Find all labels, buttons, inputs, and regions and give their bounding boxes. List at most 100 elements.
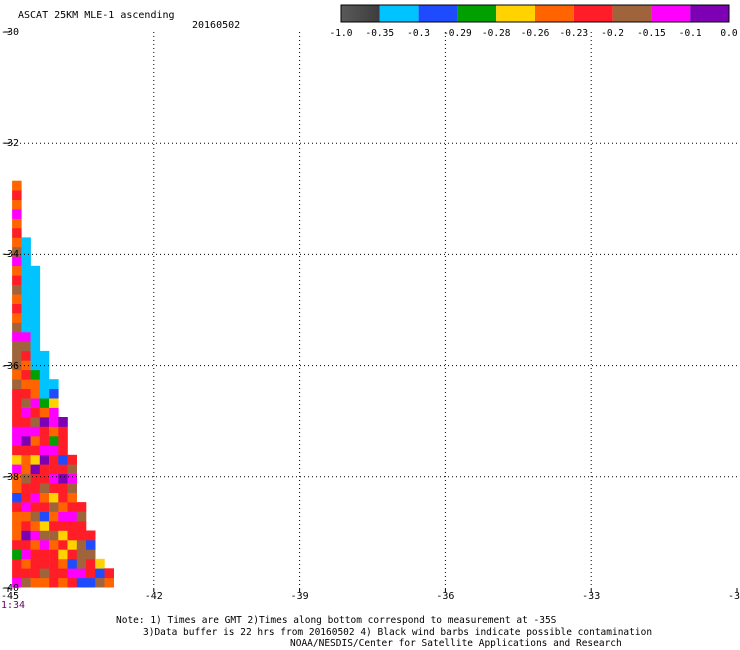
heatmap-cell <box>30 303 41 314</box>
color-scale-tick-label: -0.29 <box>443 28 472 39</box>
heatmap-cell <box>67 521 77 531</box>
note-line-3: NOAA/NESDIS/Center for Satellite Applica… <box>290 638 622 649</box>
heatmap-cell <box>39 511 50 522</box>
heatmap-cell <box>21 435 31 446</box>
heatmap-cell <box>21 464 31 475</box>
heatmap-cell <box>12 464 22 475</box>
heatmap-cell <box>30 369 41 380</box>
heatmap-cell <box>12 322 22 333</box>
heatmap-cell <box>21 473 31 484</box>
heatmap-cell <box>49 417 59 427</box>
heatmap-cell <box>39 502 50 512</box>
heatmap-cell <box>30 454 41 465</box>
heatmap-cell <box>12 492 22 503</box>
heatmap-cell <box>58 539 68 550</box>
heatmap-cell <box>12 521 22 531</box>
heatmap-cell <box>21 426 31 437</box>
heatmap-cell <box>21 483 31 493</box>
heatmap-cell <box>49 398 59 408</box>
heatmap-cell <box>21 256 31 267</box>
heatmap-cell <box>12 265 22 276</box>
x-tick-label: -33 <box>582 591 601 602</box>
heatmap-cell <box>39 398 50 408</box>
heatmap-cell <box>12 180 22 191</box>
heatmap-cell <box>30 473 41 484</box>
chart-date: 20160502 <box>192 20 241 31</box>
heatmap-cell <box>30 445 41 456</box>
heatmap-cell <box>30 492 41 503</box>
heatmap-cell <box>39 445 50 456</box>
color-scale-tick-label: -0.15 <box>637 28 666 39</box>
heatmap-cell <box>49 492 59 503</box>
heatmap-cell <box>39 426 50 437</box>
heatmap-cell <box>30 398 41 408</box>
heatmap-cell <box>30 464 41 475</box>
heatmap-cell <box>58 417 68 427</box>
heatmap-cell <box>30 407 41 418</box>
heatmap-cell <box>12 341 22 352</box>
heatmap-cell <box>12 313 22 323</box>
heatmap-cell <box>76 577 87 588</box>
heatmap-cell <box>30 549 41 560</box>
heatmap-cell <box>12 209 22 219</box>
heatmap-cell <box>67 483 77 493</box>
color-scale-tick-label: -0.2 <box>601 28 625 39</box>
heatmap-cell <box>12 332 22 342</box>
heatmap-cell <box>76 521 87 531</box>
heatmap-cell <box>12 483 22 493</box>
heatmap-cell <box>49 379 59 389</box>
heatmap-cell <box>39 435 50 446</box>
heatmap-cell <box>49 435 59 446</box>
heatmap-cell <box>104 568 114 579</box>
heatmap-cell <box>49 483 59 493</box>
heatmap-cell <box>58 426 68 437</box>
heatmap-cell <box>12 350 22 361</box>
heatmap-cell <box>21 322 31 333</box>
heatmap-cell <box>30 350 41 361</box>
heatmap-cell <box>86 577 96 588</box>
heatmap-cell <box>30 341 41 352</box>
heatmap-cell <box>30 332 41 342</box>
heatmap-cell <box>12 199 22 210</box>
heatmap-cell <box>21 577 31 588</box>
color-swatch <box>651 5 691 22</box>
note-line-2: 3)Data buffer is 22 hrs from 20160502 4)… <box>143 627 653 638</box>
heatmap-cell <box>21 398 31 408</box>
y-tick-label: -36 <box>1 360 20 372</box>
heatmap-cell <box>30 568 41 579</box>
color-swatch <box>573 5 613 22</box>
heatmap-cell <box>39 568 50 579</box>
heatmap-cell <box>30 511 41 522</box>
heatmap-cell <box>67 473 77 484</box>
heatmap-cell <box>21 237 31 248</box>
heatmap-cell <box>58 521 68 531</box>
heatmap-cell <box>21 313 31 323</box>
heatmap-cell <box>39 379 50 389</box>
heatmap-cell <box>95 558 105 569</box>
heatmap-cell <box>39 558 50 569</box>
heatmap-cell <box>12 568 22 579</box>
color-swatch <box>496 5 535 22</box>
heatmap-cell <box>30 530 41 541</box>
heatmap-cell <box>21 246 31 257</box>
heatmap-cell <box>39 539 50 550</box>
y-tick-label: -34 <box>1 249 20 261</box>
heatmap-cell <box>76 530 87 541</box>
heatmap-cell <box>12 284 22 295</box>
heatmap-cell <box>12 379 22 389</box>
heatmap-cell <box>30 558 41 569</box>
heatmap-cell <box>49 530 59 541</box>
heatmap-cell <box>12 502 22 512</box>
heatmap-cell <box>76 511 87 522</box>
color-scale-tick-label: -0.28 <box>481 28 511 39</box>
heatmap-cell <box>95 568 105 579</box>
heatmap-cell <box>58 511 68 522</box>
heatmap-cell <box>39 388 50 399</box>
heatmap-cell <box>30 265 41 276</box>
heatmap-cell <box>39 369 50 380</box>
heatmap-cell <box>21 265 31 276</box>
color-swatch <box>341 5 380 22</box>
heatmap-cell <box>12 228 22 238</box>
heatmap-cell <box>49 502 59 512</box>
